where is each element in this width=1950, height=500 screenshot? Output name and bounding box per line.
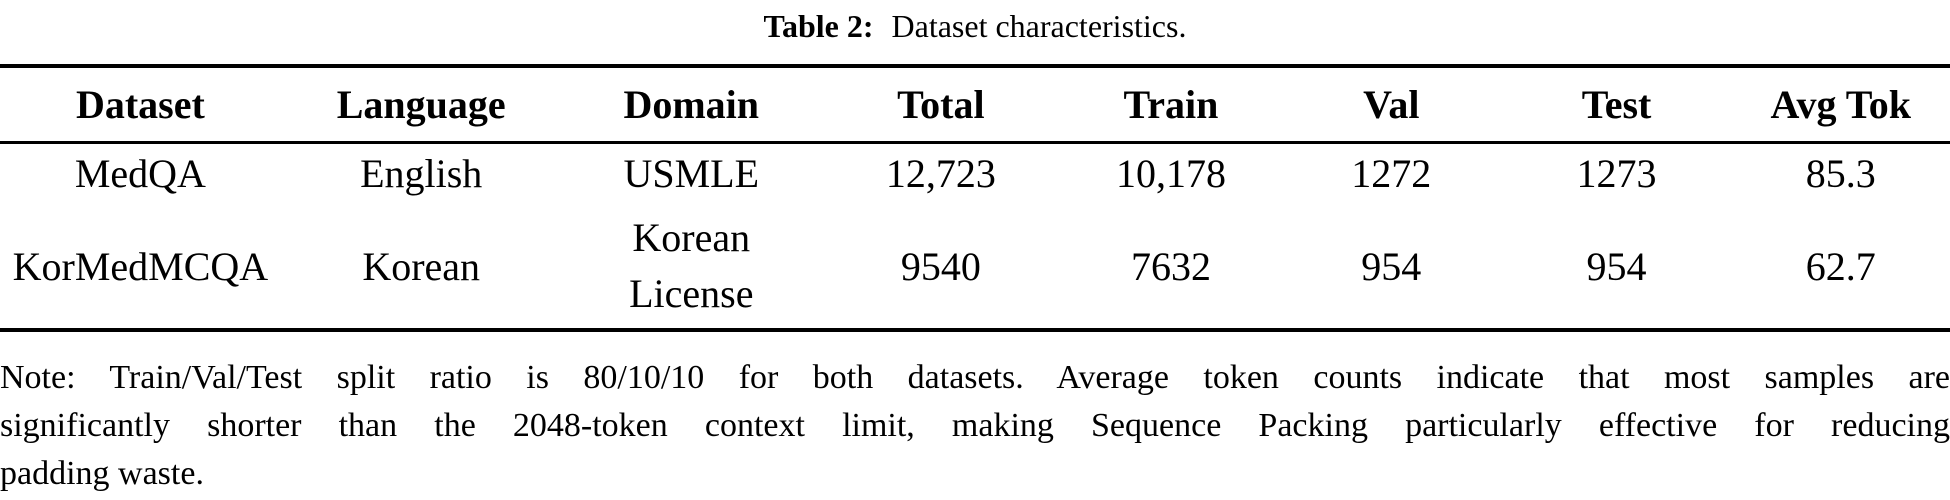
- cell-kormedmcqa-test: 954: [1586, 243, 1647, 289]
- cell-kormedmcqa-domain-line2: License: [629, 271, 754, 316]
- dataset-characteristics-table: Dataset Language Domain Total Train Val …: [0, 64, 1950, 332]
- col-header-domain: Domain: [623, 81, 760, 127]
- table-row-kormedmcqa: KorMedMCQA Korean Korean License 9540 76…: [0, 204, 1950, 330]
- table-note: Note: Train/Val/Test split ratio is 80/1…: [0, 354, 1950, 498]
- col-header-total: Total: [897, 81, 985, 127]
- cell-medqa-avg-tok: 85.3: [1805, 151, 1876, 197]
- col-header-dataset: Dataset: [75, 81, 205, 127]
- cell-medqa-language: English: [360, 151, 483, 197]
- table-note-line-1: Note: Train/Val/Test split ratio is 80/1…: [0, 359, 1950, 396]
- table-note-line-3: padding waste.: [0, 455, 204, 492]
- cell-medqa-domain: USMLE: [623, 151, 760, 197]
- col-header-language: Language: [336, 81, 506, 127]
- cell-kormedmcqa-domain: Korean License: [562, 204, 821, 330]
- col-header-train: Train: [1123, 81, 1219, 127]
- cell-medqa-dataset: MedQA: [74, 151, 206, 197]
- cell-kormedmcqa-avg-tok: 62.7: [1805, 243, 1876, 289]
- cell-kormedmcqa-language: Korean: [362, 243, 481, 289]
- cell-kormedmcqa-dataset: KorMedMCQA: [12, 243, 269, 289]
- cell-kormedmcqa-domain-line1: Korean: [632, 215, 751, 260]
- cell-kormedmcqa-total: 9540: [900, 243, 981, 289]
- cell-medqa-total: 12,723: [885, 151, 996, 197]
- cell-medqa-val: 1272: [1351, 151, 1432, 197]
- table-note-line-2: significantly shorter than the 2048-toke…: [0, 407, 1950, 444]
- col-header-val: Val: [1363, 81, 1420, 127]
- table-caption: Table 2: Dataset characteristics.: [0, 0, 1950, 52]
- table-caption-text: Dataset characteristics.: [891, 8, 1187, 44]
- cell-medqa-test: 1273: [1576, 151, 1657, 197]
- cell-medqa-train: 10,178: [1115, 151, 1226, 197]
- table-caption-label: Table 2:: [763, 8, 874, 44]
- cell-kormedmcqa-train: 7632: [1130, 243, 1211, 289]
- table-header-row: Dataset Language Domain Total Train Val …: [0, 66, 1950, 142]
- col-header-avg-tok: Avg Tok: [1770, 81, 1911, 127]
- table-row-medqa: MedQA English USMLE 12,723 10,178 1272 1…: [0, 142, 1950, 204]
- col-header-test: Test: [1581, 81, 1652, 127]
- cell-kormedmcqa-val: 954: [1361, 243, 1422, 289]
